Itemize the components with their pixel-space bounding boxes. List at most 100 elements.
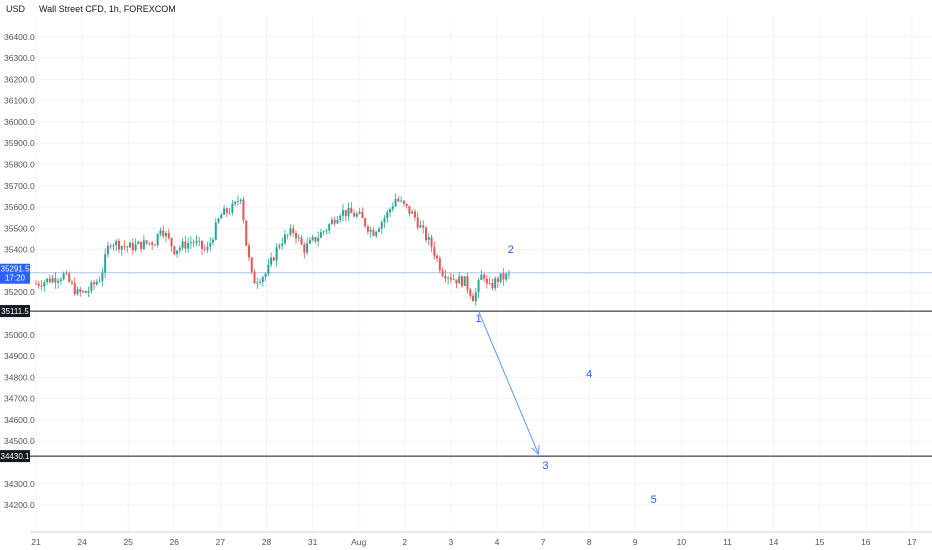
candle-body (336, 220, 339, 224)
y-tick-label: 35600.0 (4, 202, 35, 212)
candle-body (413, 211, 416, 218)
y-tick-label: 36300.0 (4, 53, 35, 63)
candle-body (189, 242, 192, 244)
candle-body (311, 237, 314, 240)
candle-body (402, 200, 405, 204)
y-tick-label: 36400.0 (4, 32, 35, 42)
candle-body (200, 240, 203, 249)
x-tick-label: 27 (216, 537, 226, 547)
candle-body (145, 240, 148, 244)
y-axis: 36400.0 36300.0 36200.0 36100.0 36000.0 35900… (4, 32, 35, 510)
candle-body (37, 283, 40, 286)
y-tick-label: 35400.0 (4, 245, 35, 255)
candle-body (70, 281, 73, 284)
candle-body (214, 222, 217, 240)
x-tick-label: 3 (449, 537, 454, 547)
candle-body (377, 228, 380, 232)
candle-body (397, 198, 400, 202)
candle-body (57, 280, 60, 283)
candle-body (292, 228, 295, 233)
candle-body (106, 245, 109, 255)
x-tick-label: 14 (769, 537, 779, 547)
candle-body (87, 291, 90, 293)
candle-body (366, 226, 369, 232)
y-tick-label: 34900.0 (4, 351, 35, 361)
candle-body (256, 282, 259, 284)
y-tick-label: 35700.0 (4, 181, 35, 191)
candle-body (223, 208, 226, 215)
price-badge-time: 17:20 (5, 274, 26, 283)
x-tick-label: 8 (587, 537, 592, 547)
projection-arrow-head (531, 444, 540, 456)
x-tick-label: 17 (907, 537, 917, 547)
candle-body (76, 289, 79, 295)
price-badge (0, 263, 30, 284)
candle-body (319, 232, 322, 238)
candle-body (173, 246, 176, 255)
candle-body (79, 289, 82, 292)
price-badge-value: 35291.5 (1, 265, 30, 274)
candle-body (178, 247, 181, 251)
candle-body (272, 257, 275, 261)
candle-body (283, 234, 286, 244)
y-tick-label: 34600.0 (4, 415, 35, 425)
candle-body (176, 250, 179, 255)
candle-body (466, 276, 469, 290)
candle-body (259, 282, 262, 283)
candle-body (375, 231, 378, 236)
candle-body (212, 239, 215, 243)
candle-body (129, 242, 132, 248)
candle-body (289, 228, 292, 235)
candle-body (427, 237, 430, 240)
candle-body (389, 209, 392, 213)
candle-body (162, 230, 165, 237)
candle-body (344, 210, 347, 217)
candle-body (372, 230, 375, 236)
candle-body (225, 208, 228, 213)
candle-body (347, 207, 350, 217)
candle-body (206, 246, 209, 250)
candles (35, 193, 510, 306)
candle-body (494, 278, 497, 289)
candle-body (458, 276, 461, 284)
candle-body (220, 214, 223, 219)
candle-body (253, 271, 256, 284)
level-label: 35111.5 (1, 307, 29, 316)
candle-body (245, 220, 248, 246)
candle-body (306, 243, 309, 253)
candle-body (65, 273, 68, 275)
y-tick-label: 35800.0 (4, 159, 35, 169)
candle-body (112, 245, 115, 247)
wave-label: 1 (475, 313, 481, 325)
candle-body (275, 247, 278, 261)
candle-body (98, 281, 101, 282)
y-tick-label: 35900.0 (4, 138, 35, 148)
candle-body (472, 295, 475, 302)
candle-body (469, 289, 472, 296)
candle-body (350, 207, 353, 214)
candle-body (333, 219, 336, 224)
candle-body (425, 227, 428, 240)
candle-body (264, 273, 267, 277)
candle-body (444, 275, 447, 279)
candle-body (231, 203, 234, 213)
candle-body (40, 285, 43, 287)
candle-body (405, 203, 408, 207)
candle-body (358, 211, 361, 214)
candle-body (322, 231, 325, 233)
candle-body (217, 218, 220, 223)
symbol-title: Wall Street CFD, 1h, FOREXCOM (39, 4, 176, 14)
candle-body (480, 274, 483, 280)
candle-body (422, 225, 425, 228)
candle-body (416, 217, 419, 228)
candle-body (62, 273, 65, 280)
candle-body (90, 282, 93, 292)
projection-arrow-line (478, 310, 539, 455)
candle-body (328, 224, 331, 231)
y-tick-label: 34800.0 (4, 372, 35, 382)
candle-body (93, 282, 96, 285)
candle-body (411, 211, 414, 214)
candle-body (181, 241, 184, 248)
candle-body (247, 245, 250, 258)
